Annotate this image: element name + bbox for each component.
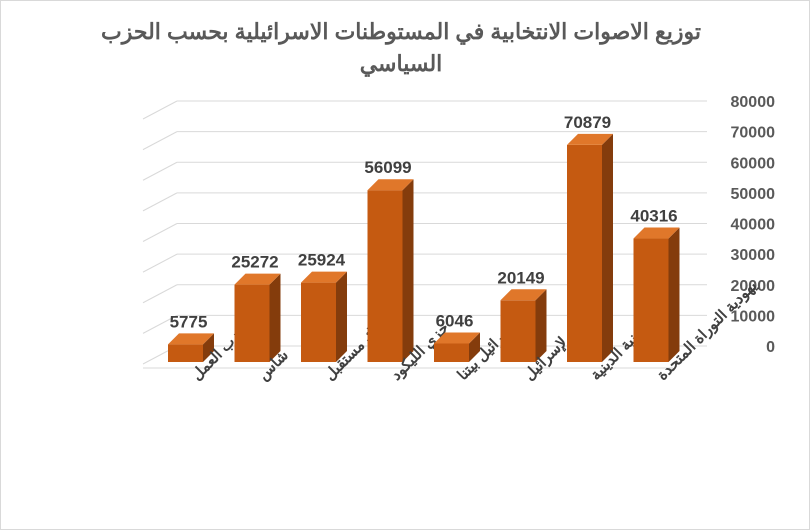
bar-side (269, 273, 281, 362)
bar (500, 300, 536, 362)
data-label: 40316 (630, 207, 677, 226)
data-label: 20149 (497, 268, 544, 287)
bar (367, 190, 403, 362)
bar-side (668, 227, 680, 362)
y-tick-label: 60000 (731, 155, 776, 172)
bar (434, 343, 469, 362)
y-tick-label: 20000 (731, 278, 776, 295)
bar-side (402, 179, 414, 362)
gridline-side (142, 161, 178, 181)
bar-top (367, 179, 414, 191)
bar (168, 344, 203, 362)
gridline-side (142, 192, 178, 212)
bar-top (500, 289, 547, 301)
chart-title-line-2: السياسي (359, 51, 443, 76)
y-tick-label: 0 (766, 339, 775, 356)
bar (567, 144, 602, 362)
data-label: 6046 (436, 311, 474, 330)
gridline-side (142, 223, 178, 242)
data-label: 56099 (364, 158, 411, 177)
gridline-side (142, 100, 178, 120)
bar-top (567, 133, 613, 145)
data-label: 5775 (170, 312, 208, 331)
data-label: 25924 (298, 251, 346, 270)
y-tick-label: 40000 (731, 217, 776, 234)
y-tick-label: 70000 (731, 125, 776, 142)
y-tick-label: 50000 (731, 186, 776, 203)
bar-side (535, 289, 547, 362)
data-label: 70879 (564, 113, 611, 132)
data-label: 25272 (231, 253, 278, 272)
gridline-side (142, 314, 178, 334)
chart-title-line-1: توزيع الاصوات الانتخابية في المستوطنات ا… (101, 19, 701, 44)
bar (234, 284, 270, 362)
gridline-side (142, 131, 178, 151)
y-tick-label: 80000 (731, 94, 776, 111)
gridline-side (142, 253, 178, 273)
y-tick-label: 30000 (731, 247, 776, 264)
bar-top (168, 333, 214, 345)
bar-side (469, 332, 480, 362)
gridline-side (142, 284, 178, 304)
bar-top (434, 332, 480, 344)
bar-top (234, 273, 281, 285)
bar-top (301, 271, 347, 283)
bar-side (336, 271, 347, 362)
bar (301, 282, 336, 362)
y-tick-label: 10000 (731, 308, 776, 325)
bar-top (633, 227, 680, 239)
bar-side (203, 333, 214, 362)
bar-side (602, 133, 613, 362)
bar (633, 238, 669, 362)
